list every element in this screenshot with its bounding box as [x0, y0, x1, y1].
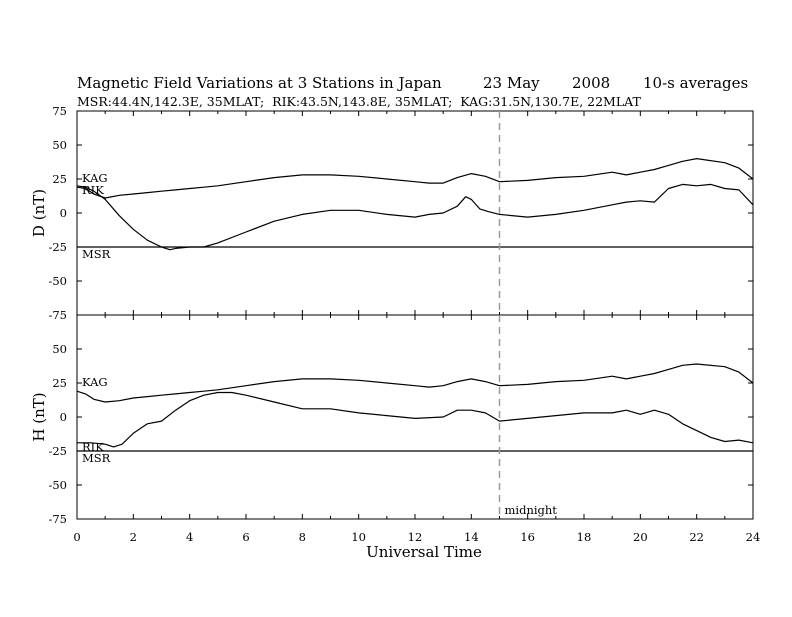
x-tick-label: 6 — [242, 530, 249, 544]
y-axis-title: H (nT) — [30, 392, 48, 441]
series-label-rik: RIK — [82, 440, 104, 454]
chart-title: Magnetic Field Variations at 3 Stations … — [77, 74, 442, 92]
y-tick-label: -25 — [48, 240, 67, 254]
series-line-rik — [76, 183, 754, 251]
y-tick-label: 50 — [52, 138, 67, 152]
x-axis: 0 2 4 6 8 10 12 14 16 18 20 22 24 — [73, 530, 760, 544]
chart-year: 2008 — [572, 74, 610, 92]
panel-frame — [76, 110, 754, 316]
series-line-rik — [77, 391, 754, 448]
x-tick-label: 16 — [520, 530, 535, 544]
series-label-kag: KAG — [82, 375, 108, 389]
series-line-kag — [76, 158, 754, 199]
y-tick-label: 25 — [52, 172, 67, 186]
x-tick-label: 10 — [351, 530, 366, 544]
x-tick-label: 24 — [746, 530, 761, 544]
y-tick-label: -75 — [48, 308, 67, 322]
series-label-msr: MSR — [82, 247, 111, 261]
y-tick-label: -75 — [48, 512, 67, 526]
x-tick-label: 14 — [464, 530, 479, 544]
x-tick-label: 4 — [186, 530, 193, 544]
y-tick-label: -25 — [48, 444, 67, 458]
station-coordinates: MSR:44.4N,142.3E, 35MLAT; RIK:43.5N,143.… — [77, 94, 641, 109]
y-tick-label: 50 — [52, 342, 67, 356]
x-tick-label: 20 — [633, 530, 648, 544]
x-axis-title: Universal Time — [366, 543, 482, 561]
series-line-kag — [76, 363, 754, 403]
y-tick-label: -50 — [48, 274, 67, 288]
y-tick-label: -50 — [48, 478, 67, 492]
x-tick-label: 18 — [577, 530, 592, 544]
y-tick-label: 0 — [60, 206, 67, 220]
midnight-marker-label: midnight — [505, 503, 558, 517]
chart-averaging: 10-s averages — [643, 74, 748, 92]
x-tick-label: 8 — [299, 530, 306, 544]
x-tick-label: 12 — [408, 530, 423, 544]
y-tick-label: 25 — [52, 376, 67, 390]
y-tick-label: 75 — [52, 104, 67, 118]
y-axis-title: D (nT) — [30, 189, 48, 237]
series-label-kag: KAG — [82, 171, 108, 185]
chart-date: 23 May — [483, 74, 540, 92]
x-tick-label: 22 — [689, 530, 704, 544]
y-tick-label: 0 — [60, 410, 67, 424]
series-label-msr: MSR — [82, 451, 111, 465]
x-tick-label: 0 — [73, 530, 80, 544]
panel-frame — [76, 314, 754, 520]
x-tick-label: 2 — [130, 530, 137, 544]
series-label-rik: RIK — [82, 183, 104, 197]
